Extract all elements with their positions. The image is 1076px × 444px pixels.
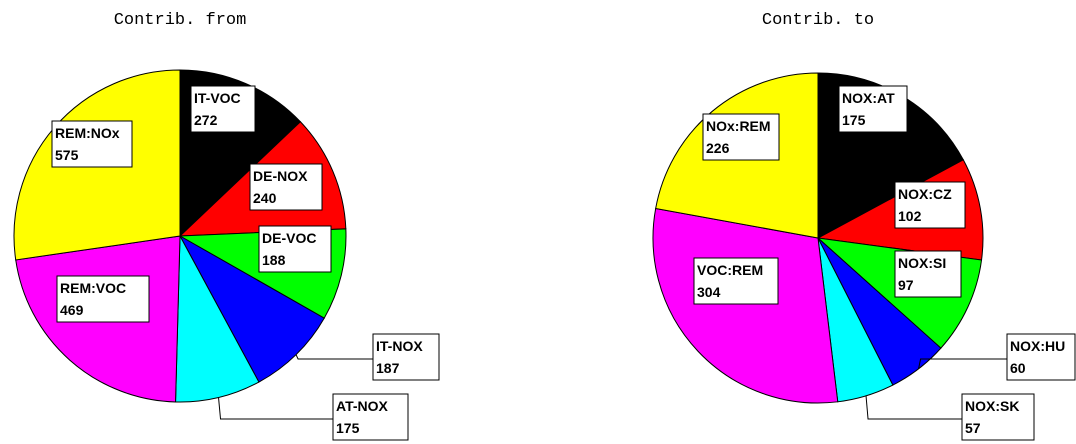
slice-label: IT-VOC 272 — [190, 85, 256, 133]
label-box — [51, 120, 133, 168]
label-value: 469 — [60, 302, 84, 318]
label-name: NOX:SK — [965, 398, 1019, 414]
label-name: NOx:REM — [706, 118, 771, 134]
label-box — [258, 225, 332, 273]
label-value: 175 — [336, 420, 360, 436]
leader-line — [295, 354, 373, 360]
label-name: AT-NOX — [336, 398, 389, 414]
pie-slice — [175, 234, 260, 403]
label-value: 272 — [194, 112, 218, 128]
slice-label: IT-NOX 187 — [372, 333, 440, 381]
label-box — [894, 181, 966, 229]
label-box — [693, 257, 779, 305]
slice-label: AT-NOX 175 — [332, 393, 409, 441]
chart-title: Contrib. to — [762, 11, 874, 30]
label-name: IT-NOX — [376, 338, 423, 354]
label-name: NOX:HU — [1010, 338, 1065, 354]
leader-line — [218, 397, 333, 420]
label-box — [249, 163, 323, 211]
label-box — [56, 275, 150, 323]
label-value: 226 — [706, 140, 730, 156]
slice-label: NOX:HU 60 — [1006, 333, 1076, 381]
label-value: 575 — [55, 147, 79, 163]
pie-slice — [178, 234, 325, 383]
label-name: DE-NOX — [253, 168, 308, 184]
slice-label: REM:NOx 575 — [51, 120, 133, 168]
label-value: 188 — [262, 252, 286, 268]
label-box — [1006, 333, 1076, 381]
label-value: 57 — [965, 420, 981, 436]
label-name: NOX:CZ — [898, 186, 952, 202]
label-name: REM:NOx — [55, 125, 120, 141]
label-name: NOX:SI — [898, 255, 946, 271]
label-box — [372, 333, 440, 381]
label-name: NOX:AT — [842, 90, 895, 106]
label-value: 187 — [376, 360, 400, 376]
slice-label: NOX:AT 175 — [838, 85, 908, 133]
label-value: 60 — [1010, 360, 1026, 376]
chart-title: Contrib. from — [114, 11, 247, 30]
slice-label: NOX:SK 57 — [961, 393, 1035, 441]
slice-label: NOX:SI 97 — [894, 250, 962, 298]
slice-label: NOX:CZ 102 — [894, 181, 966, 229]
label-value: 102 — [898, 208, 922, 224]
leader-line — [865, 395, 962, 420]
label-value: 97 — [898, 277, 914, 293]
label-box — [332, 393, 409, 441]
slice-label: DE-VOC 188 — [258, 225, 332, 273]
label-value: 304 — [697, 284, 721, 300]
slice-label: VOC:REM 304 — [693, 257, 779, 305]
label-name: DE-VOC — [262, 230, 316, 246]
label-box — [838, 85, 908, 133]
label-value: 240 — [253, 190, 277, 206]
label-box — [894, 250, 962, 298]
label-name: VOC:REM — [697, 262, 763, 278]
slice-label: DE-NOX 240 — [249, 163, 323, 211]
label-value: 175 — [842, 112, 866, 128]
slice-label: REM:VOC 469 — [56, 275, 150, 323]
label-box — [190, 85, 256, 133]
slice-label: NOx:REM 226 — [702, 113, 780, 161]
label-name: IT-VOC — [194, 90, 241, 106]
leader-line — [918, 358, 1007, 369]
label-box — [702, 113, 780, 161]
label-name: REM:VOC — [60, 280, 126, 296]
pie-slice — [652, 207, 839, 404]
label-box — [961, 393, 1035, 441]
